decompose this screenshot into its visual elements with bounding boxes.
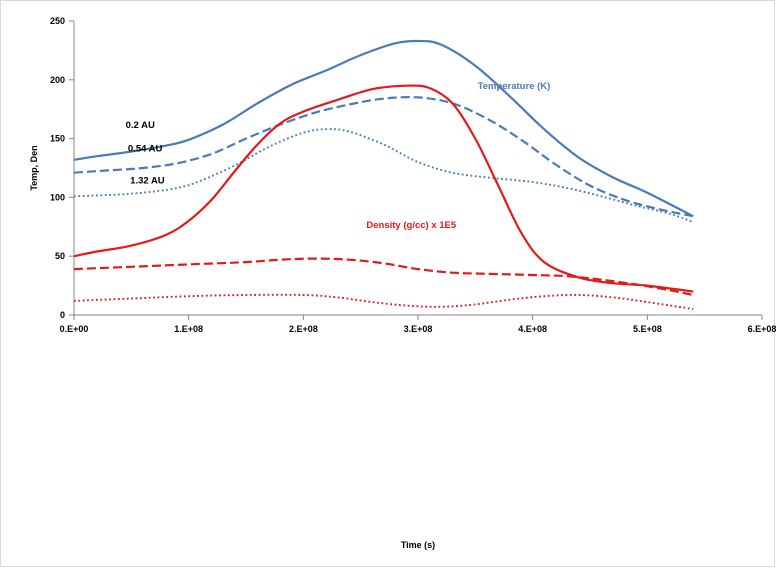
y-tick-label: 250: [50, 16, 65, 26]
series-line-3: [73, 128, 694, 223]
x-tick-label: 1.E+08: [174, 324, 203, 334]
y-axis-title: Temp, Den: [29, 145, 39, 190]
series-line-2: [73, 96, 694, 218]
x-tick-label: 2.E+08: [289, 324, 318, 334]
series-line-5: [73, 257, 694, 297]
series-line-1: [73, 39, 694, 218]
axes: 0 50 100 150 200 250 0.E+00 1.E+08 2.E+08 3.E+08 4…: [50, 16, 776, 334]
x-tick-label: 6.E+08: [748, 324, 776, 334]
annotation-label: 1.32 AU: [130, 175, 165, 186]
y-tick-label: 150: [50, 134, 65, 144]
annotation-label: 0.2 AU: [126, 120, 155, 131]
series-lines: [73, 39, 694, 311]
x-axis-title: Time (s): [401, 540, 435, 550]
x-tick-label: 0.E+00: [60, 324, 89, 334]
series-line-6: [73, 293, 694, 311]
annotation-label: Density (g/cc) x 1E5: [366, 220, 456, 231]
x-tick-label: 4.E+08: [518, 324, 547, 334]
y-tick-label: 100: [50, 192, 65, 202]
annotations: Temperature (K) 0.2 AU 0.54 AU 1.32 AU Densi…: [126, 81, 551, 231]
y-tick-label: 50: [55, 251, 65, 261]
annotation-label: 0.54 AU: [128, 144, 163, 155]
annotation-label: Temperature (K): [478, 81, 551, 92]
y-tick-label: 200: [50, 75, 65, 85]
x-tick-label: 5.E+08: [633, 324, 662, 334]
series-line-4: [73, 84, 694, 293]
x-tick-label: 3.E+08: [404, 324, 433, 334]
y-tick-label: 0: [60, 310, 65, 320]
